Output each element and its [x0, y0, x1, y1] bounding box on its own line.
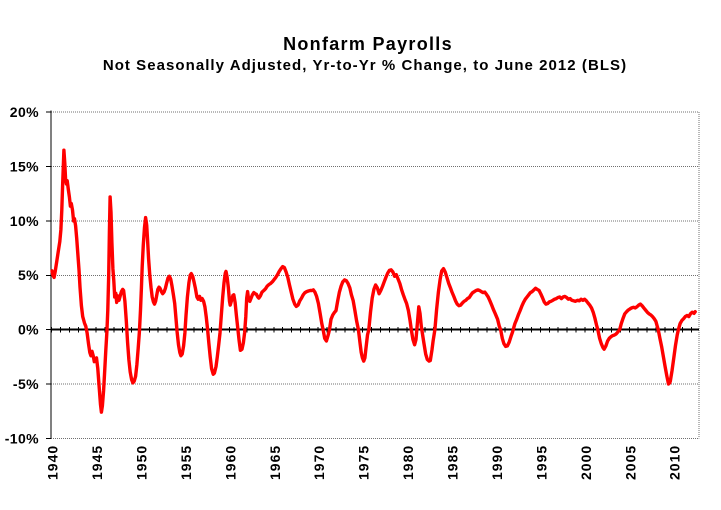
svg-text:1945: 1945 — [89, 445, 105, 480]
svg-text:1985: 1985 — [445, 445, 461, 480]
svg-text:Not Seasonally Adjusted, Yr-to: Not Seasonally Adjusted, Yr-to-Yr % Chan… — [103, 57, 627, 74]
svg-text:1965: 1965 — [267, 445, 283, 480]
svg-text:15%: 15% — [10, 159, 39, 175]
svg-text:1970: 1970 — [311, 445, 327, 480]
svg-text:1980: 1980 — [400, 445, 416, 480]
svg-text:1940: 1940 — [45, 445, 61, 480]
svg-text:20%: 20% — [10, 104, 39, 120]
svg-text:1975: 1975 — [356, 445, 372, 480]
svg-text:-5%: -5% — [13, 376, 39, 392]
svg-text:0%: 0% — [18, 322, 39, 338]
svg-text:1950: 1950 — [134, 445, 150, 480]
svg-text:5%: 5% — [18, 267, 39, 283]
svg-text:1955: 1955 — [178, 445, 194, 480]
svg-text:2000: 2000 — [578, 445, 594, 480]
svg-text:2005: 2005 — [622, 445, 638, 480]
svg-text:-10%: -10% — [5, 430, 39, 446]
svg-text:Nonfarm Payrolls: Nonfarm Payrolls — [283, 34, 453, 54]
svg-text:10%: 10% — [10, 213, 39, 229]
svg-text:1960: 1960 — [222, 445, 238, 480]
svg-text:2010: 2010 — [667, 445, 683, 480]
svg-text:1990: 1990 — [489, 445, 505, 480]
svg-text:1995: 1995 — [533, 445, 549, 480]
